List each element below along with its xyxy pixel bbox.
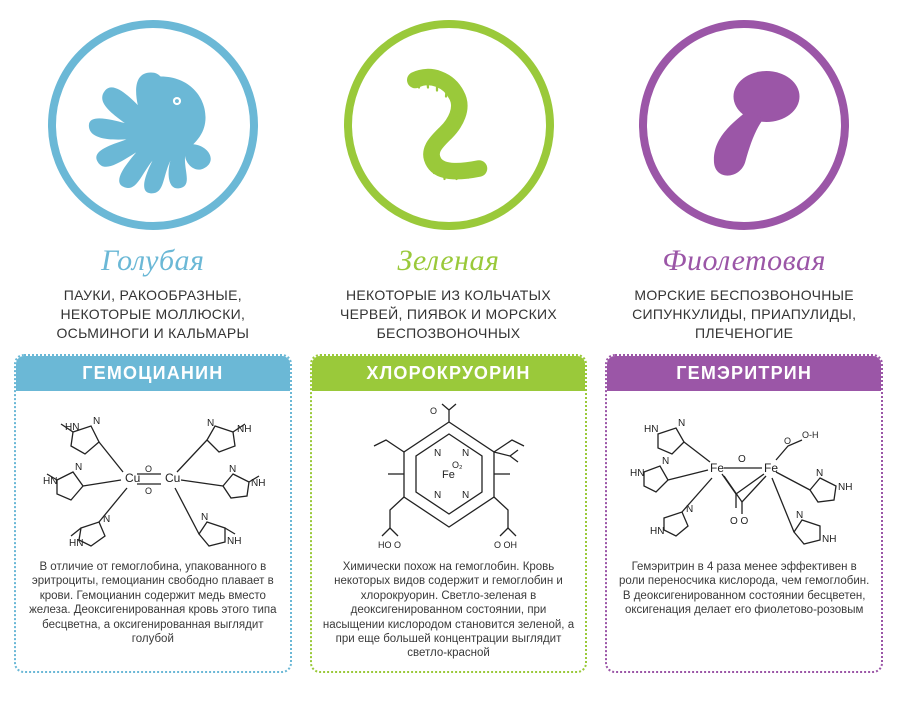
octopus-icon	[70, 48, 235, 203]
svg-text:N: N	[462, 490, 469, 501]
species-list-purple: МОРСКИЕ БЕСПОЗВОНОЧНЫЕ СИПУНКУЛИДЫ, ПРИА…	[605, 286, 883, 344]
svg-text:N: N	[678, 418, 685, 429]
svg-text:HN: HN	[630, 468, 644, 479]
svg-text:Cu: Cu	[125, 471, 140, 485]
svg-text:N: N	[816, 468, 823, 479]
svg-text:O₂: O₂	[452, 460, 463, 470]
svg-text:N: N	[434, 448, 441, 459]
worm-icon	[374, 50, 524, 200]
svg-text:NH: NH	[822, 534, 836, 545]
svg-text:N: N	[462, 448, 469, 459]
protein-header-purple: ГЕМЭРИТРИН	[607, 356, 881, 391]
card-purple: ГЕМЭРИТРИН Fe Fe O O O	[605, 354, 883, 673]
svg-text:O: O	[784, 436, 791, 446]
svg-text:NH: NH	[838, 482, 852, 493]
card-body-purple: Fe Fe O O O O O-H	[607, 391, 881, 671]
svg-text:N: N	[229, 464, 236, 475]
description-purple: Гемэритрин в 4 раза менее эффективен в р…	[617, 560, 871, 618]
species-list-blue: ПАУКИ, РАКООБРАЗНЫЕ, НЕКОТОРЫЕ МОЛЛЮСКИ,…	[14, 286, 292, 344]
svg-text:Fe: Fe	[710, 461, 724, 475]
svg-text:O-H: O-H	[802, 430, 819, 440]
column-green: Зеленая НЕКОТОРЫЕ ИЗ КОЛЬЧАТЫХ ЧЕРВЕЙ, П…	[310, 20, 588, 673]
svg-text:Fe: Fe	[764, 461, 778, 475]
svg-text:NH: NH	[237, 424, 251, 435]
infographic-row: Голубая ПАУКИ, РАКООБРАЗНЫЕ, НЕКОТОРЫЕ М…	[14, 20, 883, 673]
card-green: ХЛОРОКРУОРИН Fe O₂ N N N N	[310, 354, 588, 673]
protein-header-blue: ГЕМОЦИАНИН	[16, 356, 290, 391]
svg-text:N: N	[75, 462, 82, 473]
svg-text:O: O	[145, 486, 152, 496]
description-green: Химически похож на гемоглобин. Кровь нек…	[322, 560, 576, 661]
color-title-green: Зеленая	[398, 244, 500, 278]
svg-text:Cu: Cu	[165, 471, 180, 485]
svg-text:N: N	[796, 510, 803, 521]
color-title-purple: Фиолетовая	[662, 244, 826, 278]
column-purple: Фиолетовая МОРСКИЕ БЕСПОЗВОНОЧНЫЕ СИПУНК…	[605, 20, 883, 673]
svg-text:N: N	[103, 514, 110, 525]
chem-structure-chlorocruorin: Fe O₂ N N N N HO O	[322, 399, 576, 554]
svg-text:HN: HN	[69, 538, 83, 549]
color-title-blue: Голубая	[101, 244, 204, 278]
svg-text:N: N	[662, 456, 669, 467]
card-body-green: Fe O₂ N N N N HO O	[312, 391, 586, 671]
organism-circle-blue	[48, 20, 258, 230]
svg-text:O O: O O	[730, 516, 749, 527]
svg-text:HN: HN	[650, 526, 664, 537]
svg-text:HO O: HO O	[378, 540, 401, 550]
svg-text:N: N	[93, 416, 100, 427]
svg-text:Fe: Fe	[442, 469, 455, 481]
svg-text:N: N	[207, 418, 214, 429]
svg-text:O: O	[430, 406, 437, 416]
description-blue: В отличие от гемоглобина, упакованного в…	[26, 560, 280, 646]
svg-text:O OH: O OH	[494, 540, 517, 550]
brachiopod-icon	[669, 50, 819, 200]
svg-text:N: N	[201, 512, 208, 523]
svg-text:N: N	[686, 504, 693, 515]
organism-circle-green	[344, 20, 554, 230]
chem-structure-hemerythrin: Fe Fe O O O O O-H	[617, 399, 871, 554]
svg-text:NH: NH	[227, 536, 241, 547]
species-list-green: НЕКОТОРЫЕ ИЗ КОЛЬЧАТЫХ ЧЕРВЕЙ, ПИЯВОК И …	[310, 286, 588, 344]
card-body-blue: Cu Cu O O HN N	[16, 391, 290, 671]
svg-text:O: O	[145, 464, 152, 474]
svg-text:N: N	[434, 490, 441, 501]
protein-header-green: ХЛОРОКРУОРИН	[312, 356, 586, 391]
chem-structure-hemocyanin: Cu Cu O O HN N	[26, 399, 280, 554]
card-blue: ГЕМОЦИАНИН Cu Cu O O	[14, 354, 292, 673]
svg-text:O: O	[738, 454, 746, 465]
svg-text:HN: HN	[43, 476, 57, 487]
organism-circle-purple	[639, 20, 849, 230]
column-blue: Голубая ПАУКИ, РАКООБРАЗНЫЕ, НЕКОТОРЫЕ М…	[14, 20, 292, 673]
svg-text:HN: HN	[644, 424, 658, 435]
